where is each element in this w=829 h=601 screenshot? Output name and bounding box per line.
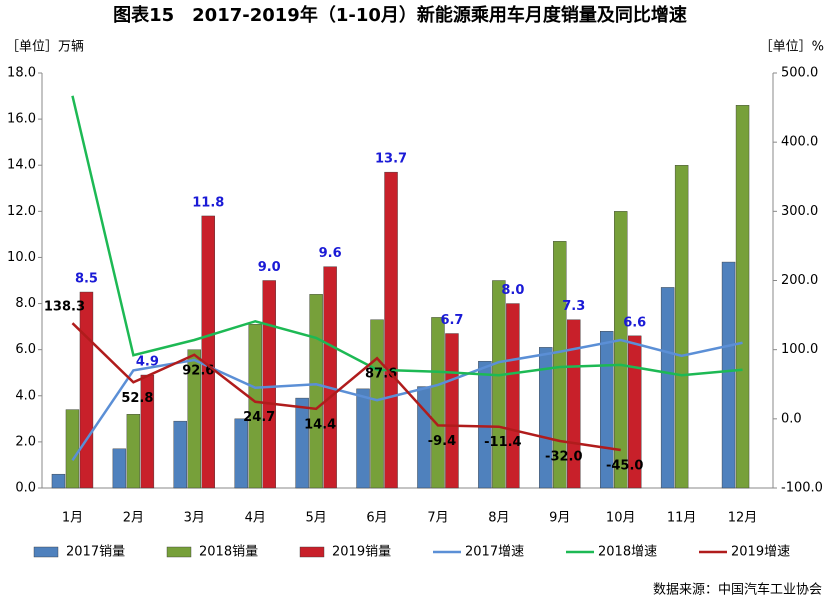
line	[71, 95, 743, 377]
y2-tick-label: 400.0	[781, 135, 818, 150]
bar	[506, 303, 520, 489]
x-tick-label: 3月	[184, 511, 205, 526]
bar	[248, 324, 262, 489]
x-tick-label: 12月	[728, 511, 758, 526]
data-label: -45.0	[606, 458, 643, 473]
bar	[492, 280, 506, 489]
bar	[721, 261, 736, 489]
bar	[660, 287, 675, 489]
bar	[445, 333, 459, 489]
chart-title: 图表15 2017-2019年（1-10月）新能源乘用车月度销量及同比增速	[113, 4, 687, 26]
data-label: 8.0	[501, 283, 524, 298]
data-label: 4.9	[136, 355, 159, 370]
legend-label: 2019增速	[731, 545, 790, 560]
data-label: 6.7	[440, 313, 463, 328]
data-label: 9.6	[319, 246, 342, 261]
x-tick-label: 11月	[667, 511, 697, 526]
bar	[309, 294, 323, 489]
data-label: 8.5	[75, 272, 98, 287]
line	[71, 338, 743, 462]
legend-swatch	[33, 546, 59, 558]
bar	[553, 241, 567, 489]
bar	[262, 280, 276, 489]
x-tick-label: 4月	[245, 511, 266, 526]
y-tick-label: 18.0	[7, 66, 36, 81]
y2-tick-label: 500.0	[781, 66, 818, 81]
bar	[356, 388, 370, 489]
bar	[79, 291, 94, 489]
bar	[112, 448, 127, 489]
x-tick-label: 6月	[366, 511, 387, 526]
line	[71, 322, 621, 452]
x-tick-label: 2月	[123, 511, 144, 526]
legend-swatch	[299, 546, 325, 558]
x-tick-label: 7月	[427, 511, 448, 526]
bar	[51, 473, 66, 489]
legend-label: 2017销量	[66, 545, 125, 560]
data-label: 138.3	[44, 300, 85, 315]
data-label: -9.4	[428, 434, 456, 449]
bar	[187, 349, 201, 489]
bar	[126, 414, 141, 489]
data-label: 6.6	[623, 315, 646, 330]
data-label: 92.6	[182, 363, 214, 378]
legend-label: 2018销量	[199, 545, 258, 560]
legend-label: 2017增速	[465, 545, 524, 560]
data-label: 24.7	[243, 410, 275, 425]
y-tick-label: 4.0	[15, 388, 36, 403]
data-label: -11.4	[484, 435, 521, 450]
bar	[234, 418, 248, 489]
bar	[539, 347, 553, 489]
y2-tick-label: 100.0	[781, 342, 818, 357]
y-tick-label: 10.0	[7, 250, 36, 265]
y-tick-label: 2.0	[15, 434, 36, 449]
y-tick-label: 0.0	[15, 481, 36, 496]
y-axis-label: ［单位］万辆	[6, 40, 84, 55]
y-tick-label: 8.0	[15, 296, 36, 311]
data-label: 9.0	[258, 260, 281, 275]
y2-tick-label: 200.0	[781, 273, 818, 288]
bar	[295, 397, 309, 489]
data-label: 52.8	[121, 391, 153, 406]
bar	[370, 319, 384, 489]
bar	[735, 105, 750, 489]
bar	[201, 215, 215, 489]
y-tick-label: 6.0	[15, 342, 36, 357]
y2-tick-label: 0.0	[781, 411, 802, 426]
y2-axis-label: ［单位］%	[760, 40, 824, 55]
data-label: 7.3	[562, 299, 585, 314]
bar	[628, 335, 642, 489]
legend-label: 2019销量	[332, 545, 391, 560]
legend-swatch	[166, 546, 192, 558]
bar	[431, 317, 445, 489]
bar	[674, 165, 689, 489]
bar	[478, 360, 492, 489]
bar	[65, 409, 80, 489]
x-tick-label: 9月	[549, 511, 570, 526]
bar	[614, 211, 628, 489]
y-tick-label: 16.0	[7, 112, 36, 127]
x-tick-label: 10月	[606, 511, 636, 526]
bar	[567, 319, 581, 489]
y-tick-label: 14.0	[7, 158, 36, 173]
x-tick-label: 1月	[62, 511, 83, 526]
bar	[323, 266, 337, 489]
data-label: 13.7	[375, 152, 407, 167]
x-tick-label: 8月	[488, 511, 509, 526]
data-label: 11.8	[192, 195, 224, 210]
data-label: -32.0	[545, 449, 582, 464]
y-tick-label: 12.0	[7, 204, 36, 219]
bar	[173, 420, 187, 489]
source: 数据来源：中国汽车工业协会	[653, 582, 822, 598]
y2-tick-label: 300.0	[781, 204, 818, 219]
bar	[384, 171, 398, 489]
data-label: 14.4	[304, 417, 336, 432]
y2-tick-label: -100.0	[781, 481, 823, 496]
legend-label: 2018增速	[598, 545, 657, 560]
x-tick-label: 5月	[305, 511, 326, 526]
